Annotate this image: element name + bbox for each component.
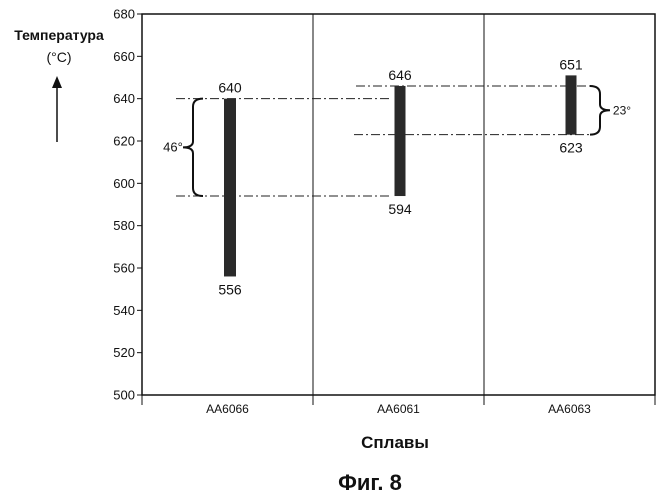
y-tick-label: 680 <box>113 7 135 22</box>
y-tick-label: 660 <box>113 49 135 64</box>
y-axis-label: Температура (°C) <box>4 24 114 68</box>
range-low-label: 594 <box>388 201 412 217</box>
annotation-label: 23° <box>613 103 631 117</box>
range-low-label: 556 <box>218 281 242 297</box>
x-tick-label: AA6061 <box>377 402 420 416</box>
range-low-label: 623 <box>559 140 583 156</box>
x-axis-label: Сплавы <box>361 433 429 452</box>
plot-frame <box>141 13 656 396</box>
x-tick-label: AA6063 <box>548 402 591 416</box>
x-tick-label: AA6066 <box>206 402 249 416</box>
y-tick-label: 520 <box>113 345 135 360</box>
y-tick-label: 500 <box>113 388 135 403</box>
range-high-label: 640 <box>218 80 242 96</box>
y-tick-label: 580 <box>113 218 135 233</box>
y-axis-title: Температура <box>14 27 104 43</box>
y-tick-label: 540 <box>113 303 135 318</box>
brace-left <box>182 97 204 198</box>
brace-right <box>589 84 611 136</box>
range-bar <box>394 85 406 197</box>
range-bar <box>224 98 236 277</box>
range-high-label: 646 <box>388 67 412 83</box>
y-axis-arrowhead <box>52 76 62 88</box>
y-tick-label: 560 <box>113 261 135 276</box>
y-tick-label: 600 <box>113 176 135 191</box>
annotation-label: 46° <box>163 139 183 154</box>
y-tick-label: 640 <box>113 91 135 106</box>
figure-caption: Фиг. 8 <box>338 470 402 495</box>
range-high-label: 651 <box>559 56 583 72</box>
y-tick-label: 620 <box>113 134 135 149</box>
y-axis-unit: (°C) <box>46 49 72 65</box>
range-bar <box>565 75 577 135</box>
